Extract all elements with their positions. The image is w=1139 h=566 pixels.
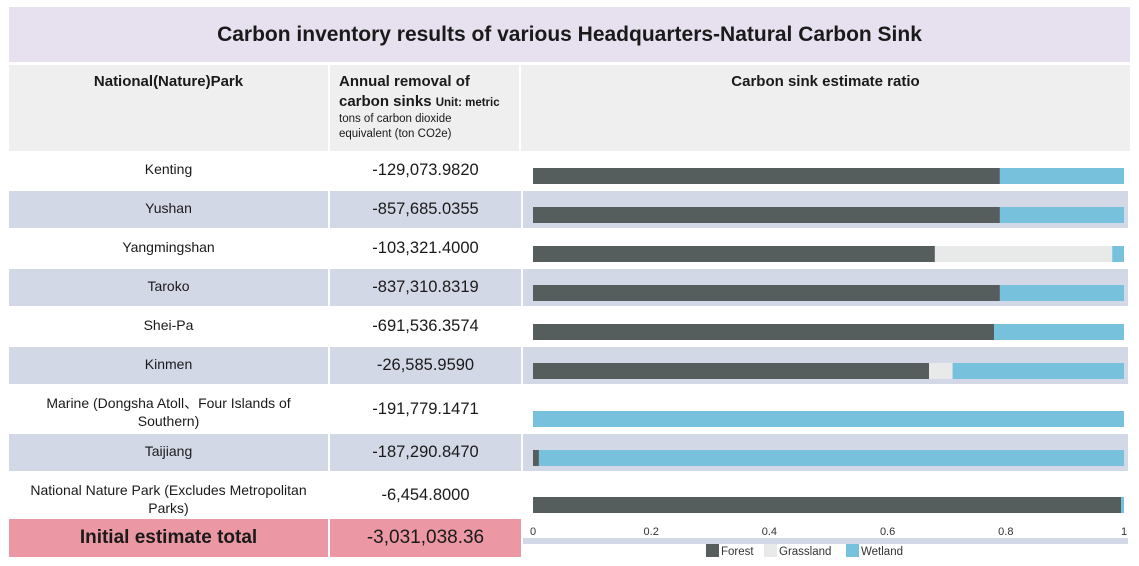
header-removal-unit-1: tons of carbon dioxide bbox=[339, 113, 452, 125]
bar-wetland bbox=[994, 324, 1124, 340]
total-value: -3,031,038.36 bbox=[330, 519, 521, 557]
header-removal-main: carbon sinks bbox=[339, 93, 432, 110]
x-tick-label: 0.6 bbox=[880, 526, 895, 538]
removal-value: -837,310.8319 bbox=[330, 269, 521, 306]
header-park: National(Nature)Park bbox=[9, 65, 328, 151]
park-name: Kinmen bbox=[9, 347, 328, 384]
removal-value: -691,536.3574 bbox=[330, 308, 521, 345]
x-tick-label: 0.4 bbox=[762, 526, 777, 538]
bar-wetland bbox=[533, 411, 1124, 427]
bar-forest bbox=[533, 324, 994, 340]
park-name: National Nature Park (Excludes Metropoli… bbox=[9, 473, 328, 518]
bar-forest bbox=[533, 207, 1000, 223]
bar-forest bbox=[533, 450, 539, 466]
header-removal-line1: Annual removal of bbox=[339, 73, 470, 90]
park-name: Taroko bbox=[9, 269, 328, 306]
legend-label-forest: Forest bbox=[721, 546, 754, 558]
table-row: Marine (Dongsha Atoll、Four Islands of So… bbox=[9, 386, 521, 432]
bar-grassland bbox=[934, 246, 1113, 262]
ratio-chart: 0 0.2 0.4 0.6 0.8 1 Forest Grassland Wetland bbox=[521, 151, 1130, 558]
total-row: Initial estimate total -3,031,038.36 bbox=[9, 519, 521, 557]
bar-grassland bbox=[929, 363, 953, 379]
header-ratio: Carbon sink estimate ratio bbox=[521, 65, 1130, 151]
page-title: Carbon inventory results of various Head… bbox=[9, 7, 1130, 62]
removal-value: -6,454.8000 bbox=[330, 473, 521, 518]
removal-value: -857,685.0355 bbox=[330, 191, 521, 228]
chart-footer-band bbox=[523, 538, 1128, 544]
header-removal: Annual removal of carbon sinks Unit: met… bbox=[330, 65, 519, 151]
table-row: Kinmen -26,585.9590 bbox=[9, 347, 521, 384]
bar-wetland bbox=[999, 168, 1124, 184]
park-name: Yangmingshan bbox=[9, 230, 328, 267]
bar-wetland bbox=[952, 363, 1124, 379]
table-row: Shei-Pa -691,536.3574 bbox=[9, 308, 521, 345]
header-removal-line2: carbon sinks Unit: metric bbox=[339, 92, 519, 112]
bar-wetland bbox=[1112, 246, 1124, 262]
removal-value: -191,779.1471 bbox=[330, 386, 521, 432]
x-tick-label: 0.2 bbox=[644, 526, 659, 538]
park-name: Shei-Pa bbox=[9, 308, 328, 345]
table-row: Yangmingshan -103,321.4000 bbox=[9, 230, 521, 267]
bar-wetland bbox=[1121, 497, 1124, 513]
table-row: Taijiang -187,290.8470 bbox=[9, 434, 521, 471]
removal-value: -103,321.4000 bbox=[330, 230, 521, 267]
ratio-chart-svg: 0 0.2 0.4 0.6 0.8 1 Forest Grassland Wetland bbox=[523, 152, 1128, 558]
x-tick-label: 1 bbox=[1121, 526, 1127, 538]
bar-forest bbox=[533, 285, 1000, 301]
bar-forest bbox=[533, 363, 929, 379]
table-row: Kenting -129,073.9820 bbox=[9, 152, 521, 189]
legend-label-grassland: Grassland bbox=[779, 546, 831, 558]
header-removal-unit-inline: Unit: metric bbox=[435, 97, 500, 109]
total-label: Initial estimate total bbox=[9, 519, 328, 557]
removal-value: -26,585.9590 bbox=[330, 347, 521, 384]
legend-swatch-forest bbox=[706, 544, 719, 557]
bar-forest bbox=[533, 168, 1000, 184]
removal-value: -129,073.9820 bbox=[330, 152, 521, 189]
bar-forest bbox=[533, 497, 1121, 513]
legend-swatch-wetland bbox=[846, 544, 859, 557]
bar-wetland bbox=[999, 285, 1124, 301]
removal-value: -187,290.8470 bbox=[330, 434, 521, 471]
park-name: Taijiang bbox=[9, 434, 328, 471]
bar-forest bbox=[533, 246, 935, 262]
legend-swatch-grassland bbox=[764, 544, 777, 557]
table-row: Yushan -857,685.0355 bbox=[9, 191, 521, 228]
header-removal-unit-2: equivalent (ton CO2e) bbox=[339, 128, 452, 140]
park-name: Yushan bbox=[9, 191, 328, 228]
table-row: Taroko -837,310.8319 bbox=[9, 269, 521, 306]
park-name: Kenting bbox=[9, 152, 328, 189]
park-name: Marine (Dongsha Atoll、Four Islands of So… bbox=[9, 386, 328, 432]
table-row: National Nature Park (Excludes Metropoli… bbox=[9, 473, 521, 518]
bar-wetland bbox=[999, 207, 1124, 223]
bar-wetland bbox=[538, 450, 1124, 466]
x-tick-label: 0 bbox=[530, 526, 536, 538]
legend-label-wetland: Wetland bbox=[861, 546, 903, 558]
x-tick-label: 0.8 bbox=[998, 526, 1013, 538]
